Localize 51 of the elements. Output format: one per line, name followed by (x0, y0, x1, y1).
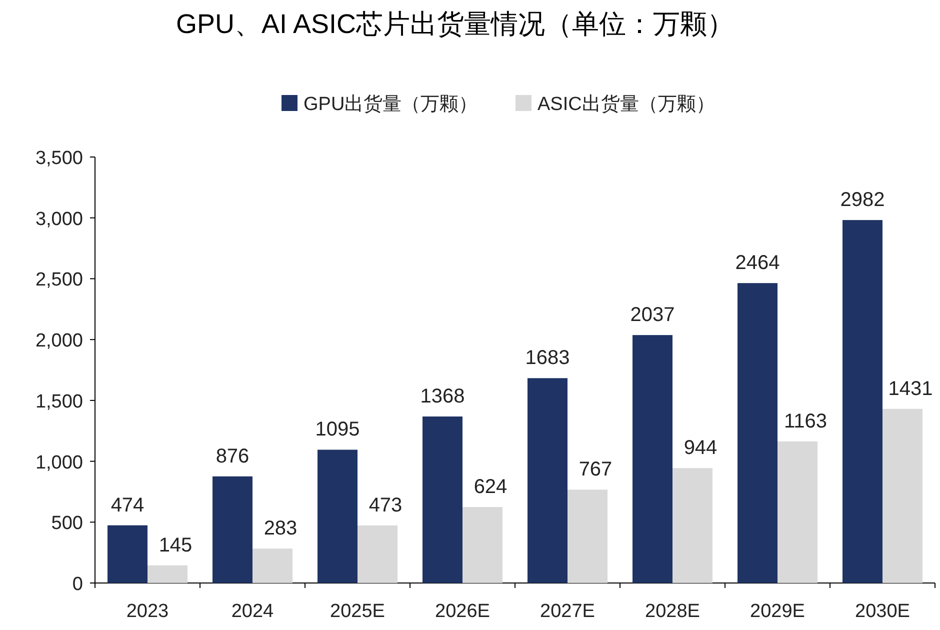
legend-label: GPU出货量（万颗） (304, 94, 478, 115)
y-tick-label: 3,000 (35, 208, 83, 230)
x-tick-label: 2029E (750, 601, 805, 622)
data-label: 767 (578, 458, 612, 481)
x-tick-label: 2027E (540, 601, 595, 622)
bar (672, 468, 712, 583)
x-tick-label: 2028E (645, 601, 700, 622)
bar (422, 416, 462, 583)
bar (252, 548, 292, 583)
bar (528, 378, 568, 583)
y-tick-label: 1,500 (35, 391, 83, 412)
data-label: 145 (158, 534, 192, 556)
y-tick-label: 2,500 (35, 270, 83, 291)
x-tick-label: 2024 (231, 601, 274, 622)
data-label: 283 (264, 518, 298, 540)
bar (568, 490, 608, 583)
bar (148, 565, 188, 583)
x-tick-label: 2026E (435, 601, 490, 622)
bar (318, 450, 358, 583)
chart-title: GPU、AI ASIC芯片出货量情况（单位：万颗） (176, 9, 734, 39)
bar (842, 220, 882, 583)
bar (358, 525, 398, 583)
data-label: 1368 (420, 385, 465, 408)
bar (462, 507, 502, 583)
data-label: 876 (216, 445, 250, 468)
bar (632, 335, 672, 583)
x-tick-label: 2023 (126, 601, 169, 622)
data-label: 2464 (735, 252, 780, 274)
bar (738, 283, 778, 583)
x-tick-label: 2030E (855, 601, 910, 622)
data-label: 944 (684, 437, 718, 460)
y-tick-label: 0 (72, 574, 83, 595)
data-label: 624 (474, 476, 508, 498)
bar (882, 408, 922, 583)
y-tick-label: 500 (51, 513, 83, 534)
data-label: 1095 (315, 418, 360, 441)
bar (108, 525, 148, 583)
y-tick-label: 1,000 (35, 452, 83, 474)
data-label: 2982 (840, 189, 885, 212)
x-tick-label: 2025E (330, 601, 385, 622)
data-label: 473 (368, 494, 402, 516)
bar (212, 476, 252, 583)
y-tick-label: 3,500 (35, 148, 83, 169)
data-label: 1431 (888, 378, 933, 400)
data-label: 1683 (525, 347, 570, 370)
bar (778, 441, 818, 583)
y-tick-label: 2,000 (35, 330, 83, 352)
legend-label: ASIC出货量（万颗） (538, 94, 715, 115)
data-label: 2037 (630, 304, 675, 326)
data-label: 1163 (784, 410, 828, 432)
data-label: 474 (110, 494, 144, 516)
